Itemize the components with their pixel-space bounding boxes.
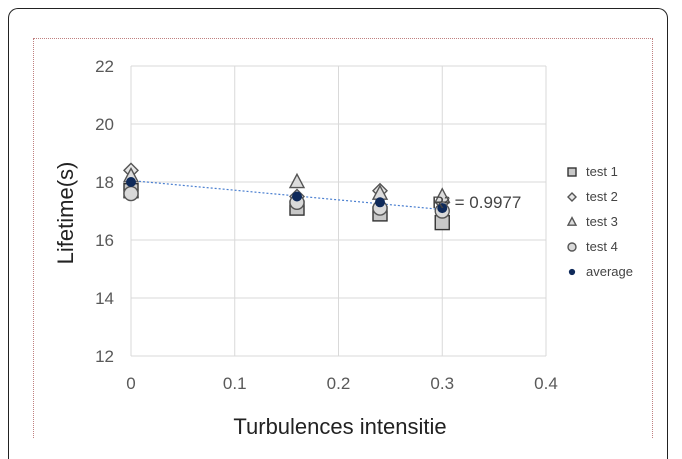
y-tick-label: 22 — [95, 57, 114, 76]
point-average — [437, 203, 448, 214]
point-test-3 — [288, 172, 306, 189]
point-average — [375, 197, 385, 208]
point-test-3 — [434, 187, 451, 203]
legend-label: test 2 — [586, 189, 618, 204]
x-tick-label: 0.4 — [534, 374, 558, 393]
x-tick-label: 0 — [126, 374, 135, 393]
legend-label: average — [586, 264, 633, 279]
x-tick-label: 0.3 — [430, 374, 454, 393]
y-tick-label: 18 — [95, 173, 114, 192]
legend-marker-average — [568, 268, 576, 276]
legend-label: test 3 — [586, 214, 618, 229]
legend-label: test 4 — [586, 239, 618, 254]
point-average — [292, 191, 302, 202]
y-tick-label: 14 — [95, 289, 114, 308]
legend: test 1 test 2 test 3 test 4 average — [566, 164, 633, 279]
gridlines — [130, 65, 547, 357]
data-points — [122, 162, 451, 231]
trendline-line — [130, 179, 443, 211]
tick-labels: 12 14 16 18 20 22 0 0.1 0.2 0.3 0.4 — [95, 57, 558, 393]
legend-label: test 1 — [586, 164, 618, 179]
point-test-4 — [123, 185, 139, 202]
y-tick-label: 16 — [95, 231, 114, 250]
point-average — [126, 177, 136, 187]
trendline — [130, 179, 443, 211]
legend-marker-test-3 — [566, 216, 578, 226]
y-axis-title: Lifetime(s) — [53, 162, 78, 265]
legend-marker-test-4 — [567, 242, 577, 252]
y-tick-label: 20 — [95, 115, 114, 134]
legend-marker-test-1 — [567, 167, 577, 177]
chart-area — [33, 38, 653, 438]
y-tick-label: 12 — [95, 347, 114, 366]
legend-marker-test-2 — [567, 192, 577, 202]
x-axis-title: Turbulences intensitie — [233, 414, 446, 439]
x-tick-label: 0.2 — [327, 374, 351, 393]
x-tick-label: 0.1 — [223, 374, 247, 393]
r-squared-annotation: R² = 0.9977 — [432, 193, 521, 212]
